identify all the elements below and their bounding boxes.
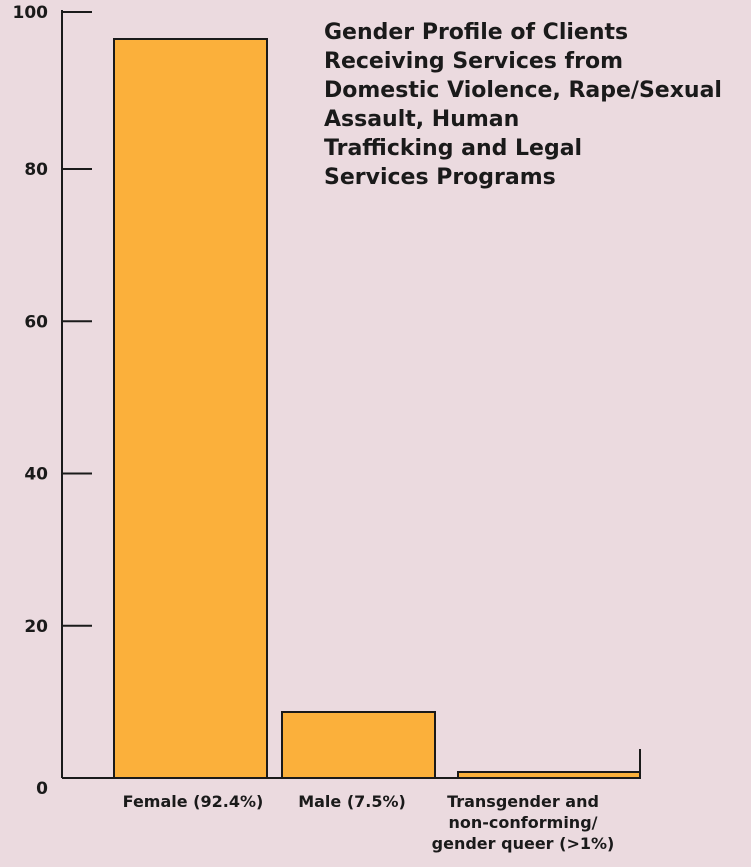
y-tick-label-60: 60 (24, 312, 48, 332)
chart-title-line-3: Assault, Human (324, 107, 519, 132)
category-label-1: Male (7.5%) (298, 792, 406, 811)
chart-title: Gender Profile of Clients Receiving Servi… (324, 20, 722, 190)
chart-title-line-4: Trafficking and Legal (324, 136, 582, 161)
y-tick-label-100: 100 (13, 3, 49, 23)
bar-1 (281, 711, 436, 779)
category-label-2-line-2: gender queer (>1%) (432, 834, 615, 853)
chart-title-line-5: Services Programs (324, 165, 556, 190)
y-tick-label-20: 20 (24, 617, 48, 637)
y-tick-label-40: 40 (24, 465, 48, 485)
category-label-2: Transgender and non-conforming/gender que… (432, 792, 615, 853)
chart-title-line-0: Gender Profile of Clients (324, 20, 628, 45)
chart-title-line-2: Domestic Violence, Rape/Sexual (324, 78, 722, 103)
category-label-0: Female (92.4%) (123, 792, 264, 811)
y-tick-label-0: 0 (36, 779, 48, 799)
bar-2 (457, 771, 641, 779)
category-label-0-line-0: Female (92.4%) (123, 792, 264, 811)
y-tick-label-80: 80 (24, 160, 48, 180)
bar-0 (113, 38, 268, 779)
chart-title-line-1: Receiving Services from (324, 49, 623, 74)
category-label-2-line-0: Transgender and (447, 792, 599, 811)
category-label-1-line-0: Male (7.5%) (298, 792, 406, 811)
category-label-2-line-1: non-conforming/ (449, 813, 598, 832)
plot-area: 0 20 40 60 80 100 Female (92.4%) Male (7.5%) Tra… (13, 3, 722, 853)
